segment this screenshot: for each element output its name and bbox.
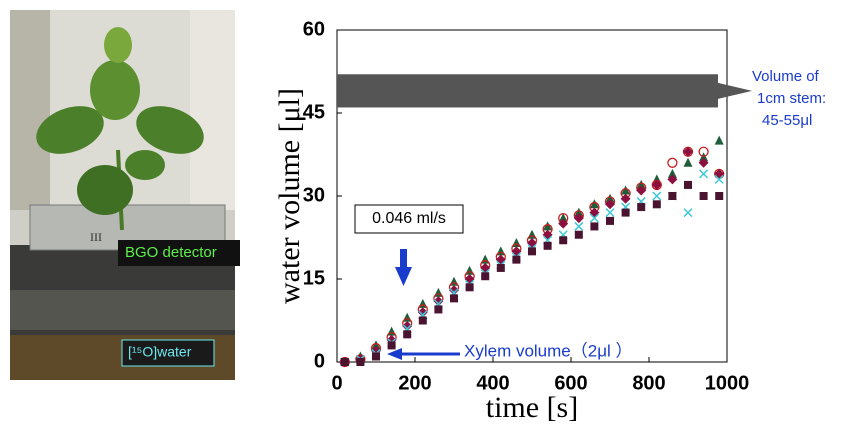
data-point: [558, 218, 569, 229]
data-point: [417, 307, 428, 318]
data-point: [574, 221, 584, 231]
data-point: [605, 193, 615, 203]
data-point: [433, 296, 444, 307]
data-point: [387, 341, 396, 350]
x-tick-label: 800: [632, 372, 665, 394]
data-point: [605, 208, 615, 218]
y-tick-label: 0: [314, 350, 325, 372]
data-point: [418, 316, 427, 325]
y-tick-label: 30: [303, 184, 325, 206]
data-point: [590, 222, 599, 231]
slope-label: 0.046 ml/s: [372, 210, 446, 227]
data-point: [372, 352, 380, 361]
y-tick-label: 15: [303, 267, 325, 289]
data-point: [652, 200, 661, 209]
data-point: [574, 207, 584, 217]
data-point: [651, 179, 662, 190]
data-point: [636, 185, 647, 196]
data-point: [356, 358, 365, 366]
data-point: [480, 262, 491, 273]
data-point: [371, 340, 381, 350]
data-point: [699, 169, 709, 179]
data-point: [403, 330, 412, 339]
data-point: [511, 246, 522, 257]
data-point: [636, 179, 646, 189]
data-point: [481, 272, 490, 281]
data-point: [589, 213, 599, 223]
data-point: [527, 238, 537, 249]
data-point: [543, 221, 553, 231]
data-point: [714, 135, 724, 145]
data-point: [698, 146, 709, 157]
data-point: [668, 192, 677, 200]
data-point: [699, 192, 708, 200]
x-tick-label: 200: [398, 372, 431, 394]
data-point: [698, 157, 709, 168]
data-point: [449, 285, 459, 296]
photo: III BGO detector [¹⁵O]water: [10, 10, 240, 380]
data-point: [402, 321, 413, 332]
x-tick-label: 1000: [705, 372, 750, 394]
data-point: [495, 254, 506, 265]
data-point: [465, 283, 474, 292]
data-point: [434, 305, 443, 314]
data-point: [606, 216, 614, 225]
data-point: [620, 193, 631, 204]
photo-label: [¹⁵O]water: [128, 344, 192, 360]
photo-label: BGO detector: [125, 244, 217, 261]
band-label: Volume of: [752, 68, 820, 85]
data-point: [543, 241, 552, 250]
data-point: [637, 203, 646, 212]
data-point: [683, 208, 693, 218]
data-point: [667, 157, 678, 168]
xylem-label: Xylem volume（2μl ）: [464, 341, 633, 360]
x-axis-label: time [s]: [486, 391, 578, 424]
left-arrow-head: [387, 348, 402, 360]
data-point: [667, 174, 678, 185]
data-point: [683, 146, 693, 157]
band-label: 1cm stem:: [757, 90, 826, 107]
data-point: [605, 199, 615, 210]
down-arrow-head: [395, 267, 412, 286]
x-tick-label: 600: [554, 372, 587, 394]
x-tick-label: 400: [476, 372, 509, 394]
data-point: [652, 191, 662, 201]
data-point: [496, 263, 505, 272]
band-arrow: [718, 82, 752, 99]
data-point: [450, 294, 458, 303]
slope-box: [354, 204, 464, 234]
data-point: [574, 230, 583, 239]
data-point: [715, 192, 724, 200]
data-point: [558, 213, 568, 223]
data-point: [684, 180, 692, 189]
data-point: [464, 274, 475, 284]
data-point: [340, 358, 349, 366]
data-point: [589, 199, 599, 209]
y-tick-label: 45: [303, 101, 325, 123]
down-arrow-shaft: [400, 249, 407, 269]
x-tick-label: 0: [331, 372, 342, 394]
band-label: 45-55μl: [762, 112, 812, 129]
data-point: [714, 174, 724, 184]
data-point: [573, 213, 584, 224]
data-point: [512, 255, 521, 264]
data-point: [528, 247, 536, 256]
y-tick-label: 60: [303, 18, 325, 40]
stem-band: [337, 74, 718, 108]
data-point: [683, 157, 693, 167]
data-point: [621, 208, 630, 217]
photo-mark: III: [90, 230, 102, 244]
y-axis-label: water volume [μl]: [273, 88, 306, 304]
data-point: [667, 168, 677, 178]
data-point: [559, 236, 568, 245]
data-point: [621, 185, 631, 195]
